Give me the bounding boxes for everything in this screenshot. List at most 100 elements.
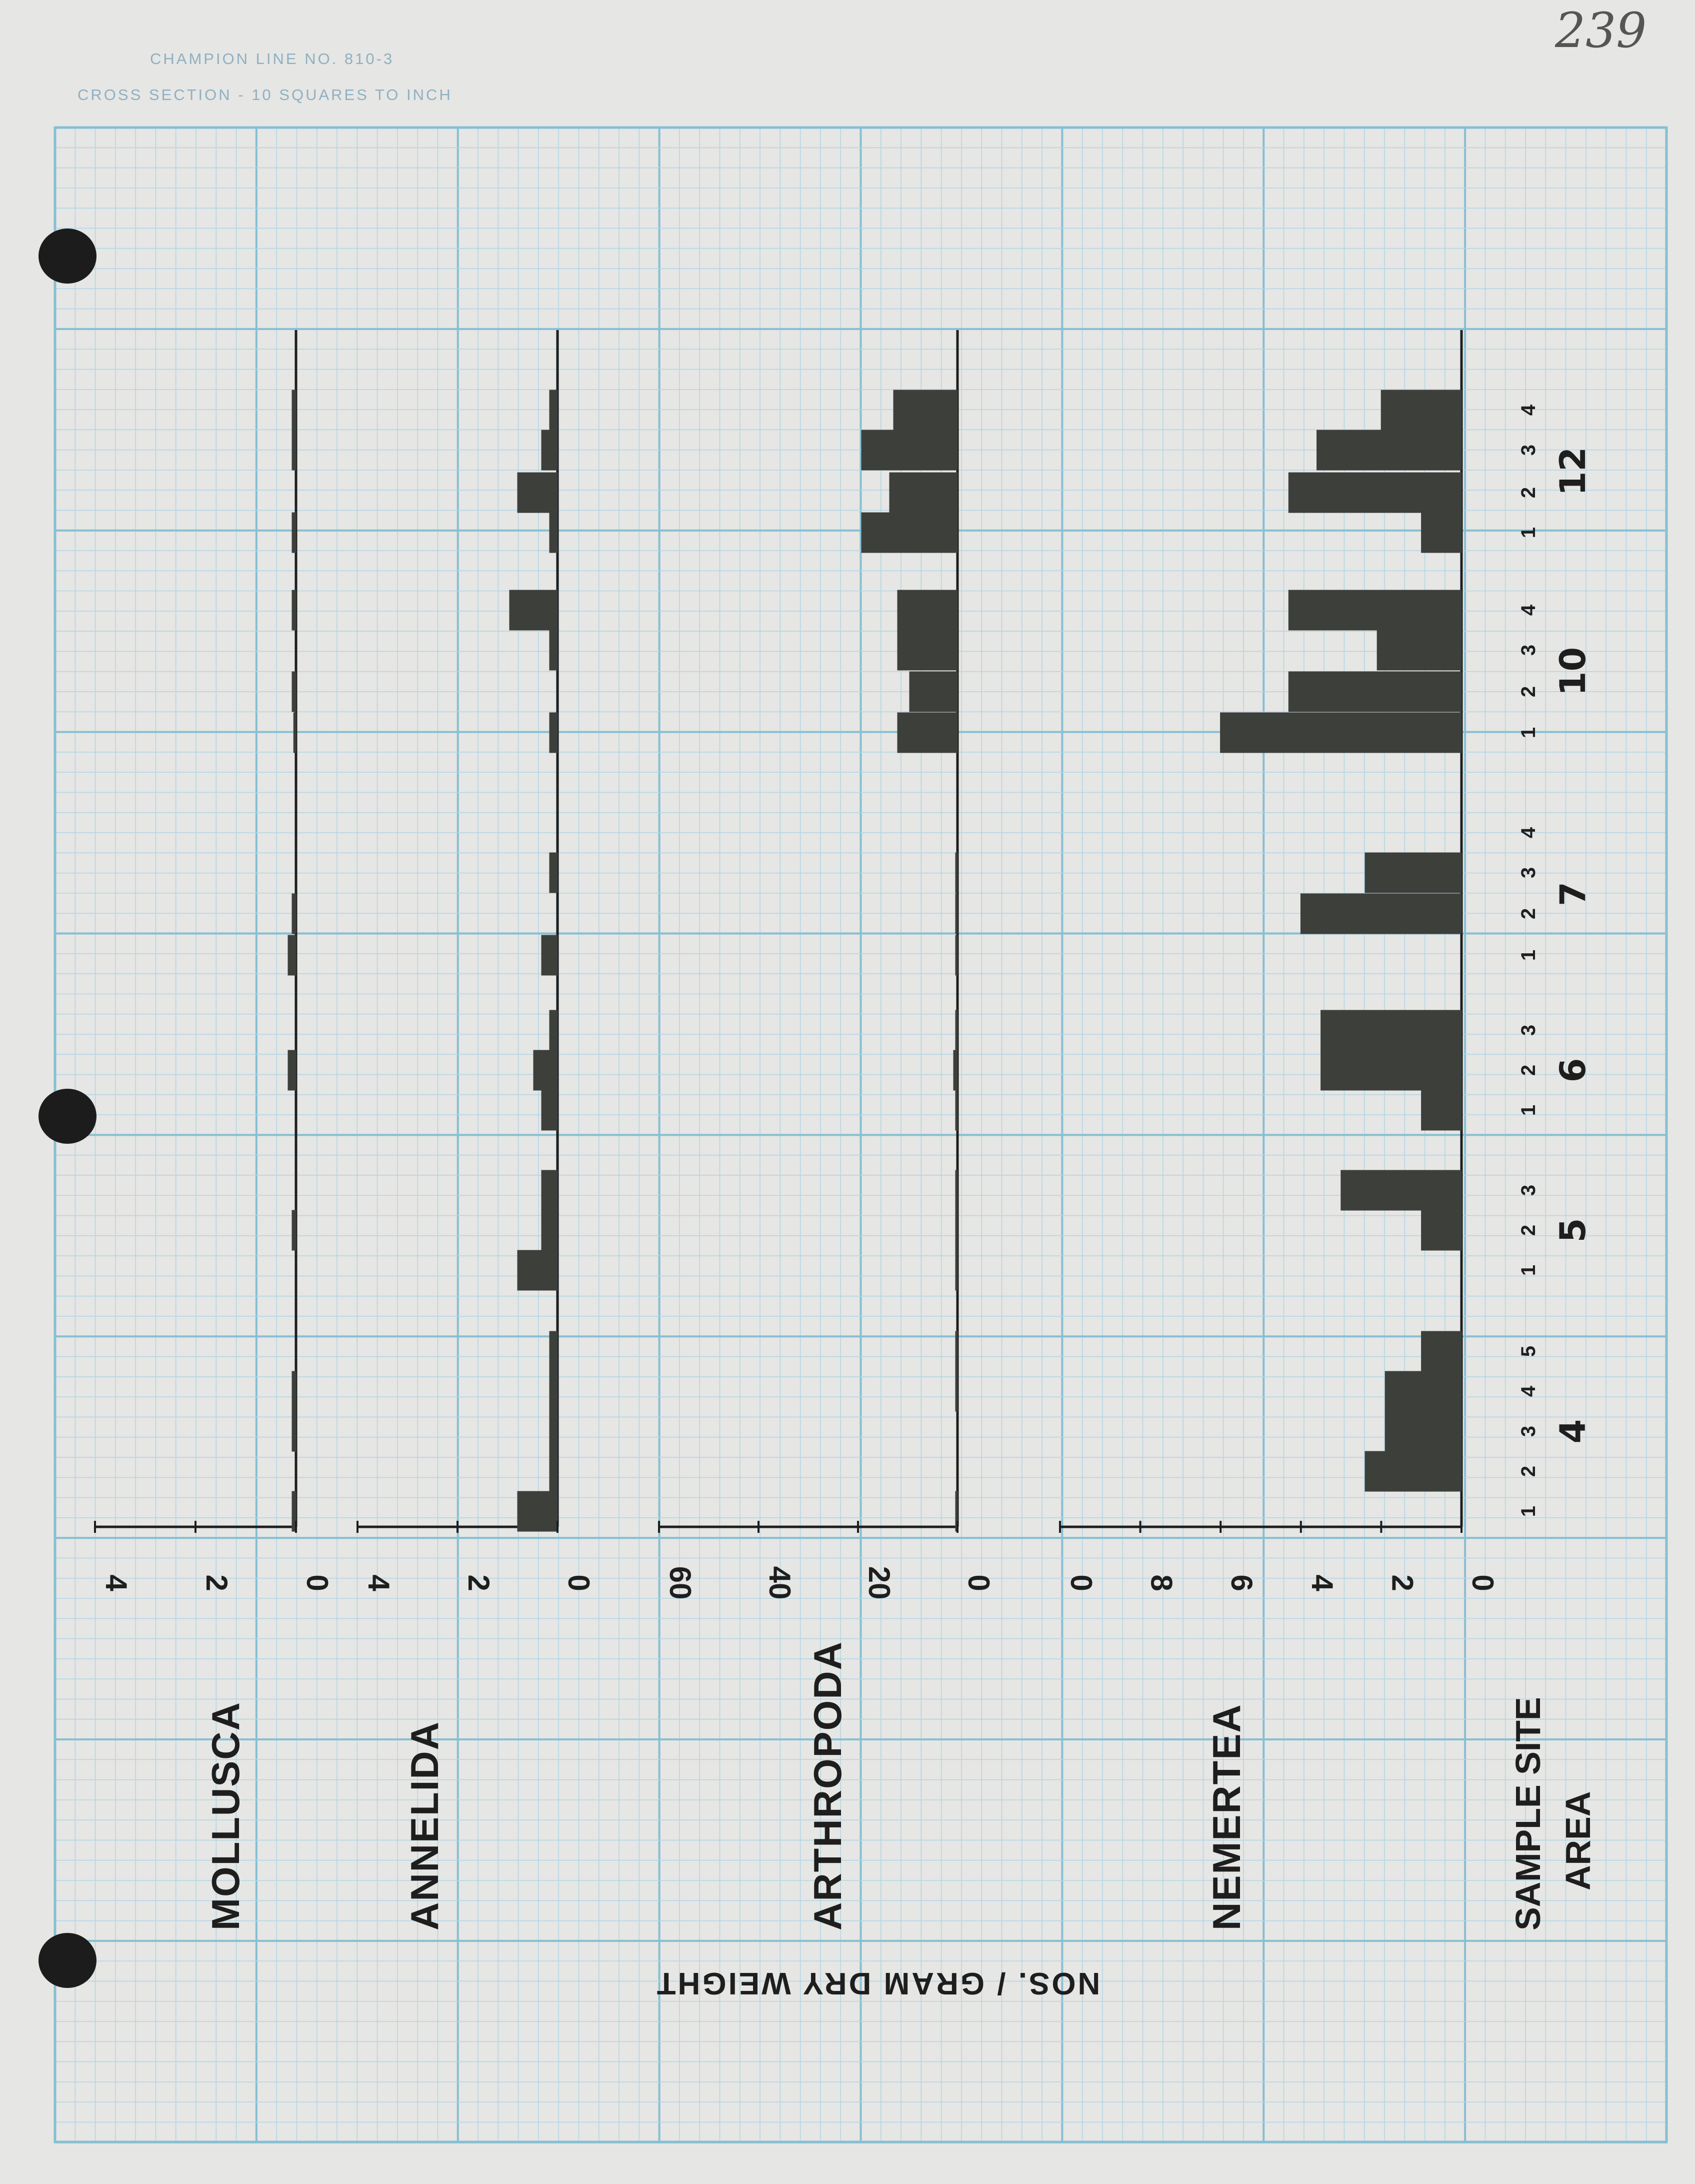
tick-label: 4 — [1306, 1574, 1339, 1591]
bar — [1385, 1371, 1462, 1411]
bar — [1288, 672, 1462, 712]
area-label: 6 — [1552, 1058, 1594, 1083]
punch-hole — [38, 229, 96, 284]
bar — [1385, 1411, 1462, 1451]
bar — [294, 713, 296, 753]
site-label: 2 — [1518, 1225, 1540, 1236]
bar — [292, 1411, 296, 1451]
bar — [550, 1331, 558, 1371]
x-axis-label: AREA — [1558, 1791, 1598, 1890]
bar — [898, 630, 958, 670]
bar — [954, 1050, 958, 1090]
area-label: 12 — [1552, 447, 1594, 496]
bar — [910, 672, 958, 712]
panel-name: NEMERTEA — [1204, 1703, 1248, 1930]
site-label: 3 — [1518, 1426, 1540, 1437]
bar — [292, 894, 296, 934]
bar — [550, 853, 558, 893]
bar — [550, 1010, 558, 1050]
bar — [1288, 473, 1462, 513]
bar — [1321, 1010, 1462, 1050]
bar — [288, 1050, 296, 1090]
punch-hole — [38, 1089, 96, 1144]
bar — [862, 513, 958, 553]
bar — [956, 1010, 958, 1050]
site-label: 1 — [1518, 1265, 1540, 1276]
site-label: 1 — [1518, 1506, 1540, 1517]
bar — [1321, 1050, 1462, 1090]
bar — [542, 1090, 558, 1130]
tick-label: 2 — [200, 1574, 234, 1591]
site-label: 2 — [1518, 1065, 1540, 1076]
bar — [862, 430, 958, 470]
tick-label: 0 — [300, 1574, 334, 1591]
tick-label: 0 — [1466, 1574, 1500, 1591]
bar — [1341, 1170, 1462, 1210]
bar — [292, 590, 296, 630]
site-label: 3 — [1518, 867, 1540, 878]
tick-label: 0 — [962, 1574, 996, 1591]
site-label: 2 — [1518, 686, 1540, 697]
bar — [534, 1050, 558, 1090]
bar — [890, 473, 958, 513]
punch-hole — [38, 1933, 96, 1988]
tick-label: 4 — [100, 1574, 133, 1591]
bar — [1365, 1451, 1462, 1491]
site-label: 2 — [1518, 487, 1540, 498]
bar — [956, 1250, 958, 1290]
bar — [292, 1210, 296, 1250]
bar — [1422, 1090, 1462, 1130]
bar — [550, 630, 558, 670]
bar — [550, 713, 558, 753]
tick-label: 20 — [862, 1566, 896, 1600]
x-axis-label: SAMPLE SITE — [1508, 1697, 1548, 1930]
punch-holes — [38, 229, 96, 1988]
bar — [894, 390, 958, 430]
tick-label: 2 — [1386, 1574, 1419, 1591]
site-label: 3 — [1518, 1025, 1540, 1036]
site-label: 4 — [1518, 604, 1540, 616]
site-label: 3 — [1518, 445, 1540, 456]
bar — [1377, 630, 1462, 670]
bar — [550, 390, 558, 430]
bar — [956, 935, 958, 975]
tick-label: 8 — [1145, 1574, 1178, 1591]
tick-label: 0 — [562, 1574, 596, 1591]
tick-label: 60 — [664, 1566, 697, 1600]
bar — [956, 1331, 958, 1371]
site-label: 1 — [1518, 527, 1540, 538]
bar — [550, 1451, 558, 1491]
bar — [292, 430, 296, 470]
bar — [1422, 1210, 1462, 1250]
site-label: 1 — [1518, 1105, 1540, 1116]
tick-label: 0 — [1064, 1574, 1098, 1591]
tick-label: 6 — [1225, 1574, 1258, 1591]
bar — [898, 590, 958, 630]
bar — [550, 513, 558, 553]
site-label: 4 — [1518, 404, 1540, 416]
panel-name: MOLLUSCA — [204, 1701, 248, 1930]
site-label: 2 — [1518, 908, 1540, 919]
bar — [1422, 1331, 1462, 1371]
tick-label: 4 — [362, 1574, 396, 1591]
site-label: 3 — [1518, 1185, 1540, 1196]
bar — [518, 1250, 558, 1290]
bar — [518, 1491, 558, 1531]
y-axis-label: NOS. / GRAM DRY WEIGHT — [655, 1966, 1100, 2000]
bar — [518, 473, 558, 513]
site-label: 1 — [1518, 950, 1540, 961]
bar — [1381, 390, 1462, 430]
bar — [542, 1210, 558, 1250]
area-label: 5 — [1552, 1218, 1594, 1243]
bar — [542, 430, 558, 470]
bar — [956, 1170, 958, 1210]
bar — [550, 1371, 558, 1411]
site-label: 3 — [1518, 645, 1540, 656]
bar — [510, 590, 558, 630]
bar — [1317, 430, 1462, 470]
tick-label: 2 — [462, 1574, 496, 1591]
bar — [1300, 894, 1462, 934]
bar — [542, 935, 558, 975]
